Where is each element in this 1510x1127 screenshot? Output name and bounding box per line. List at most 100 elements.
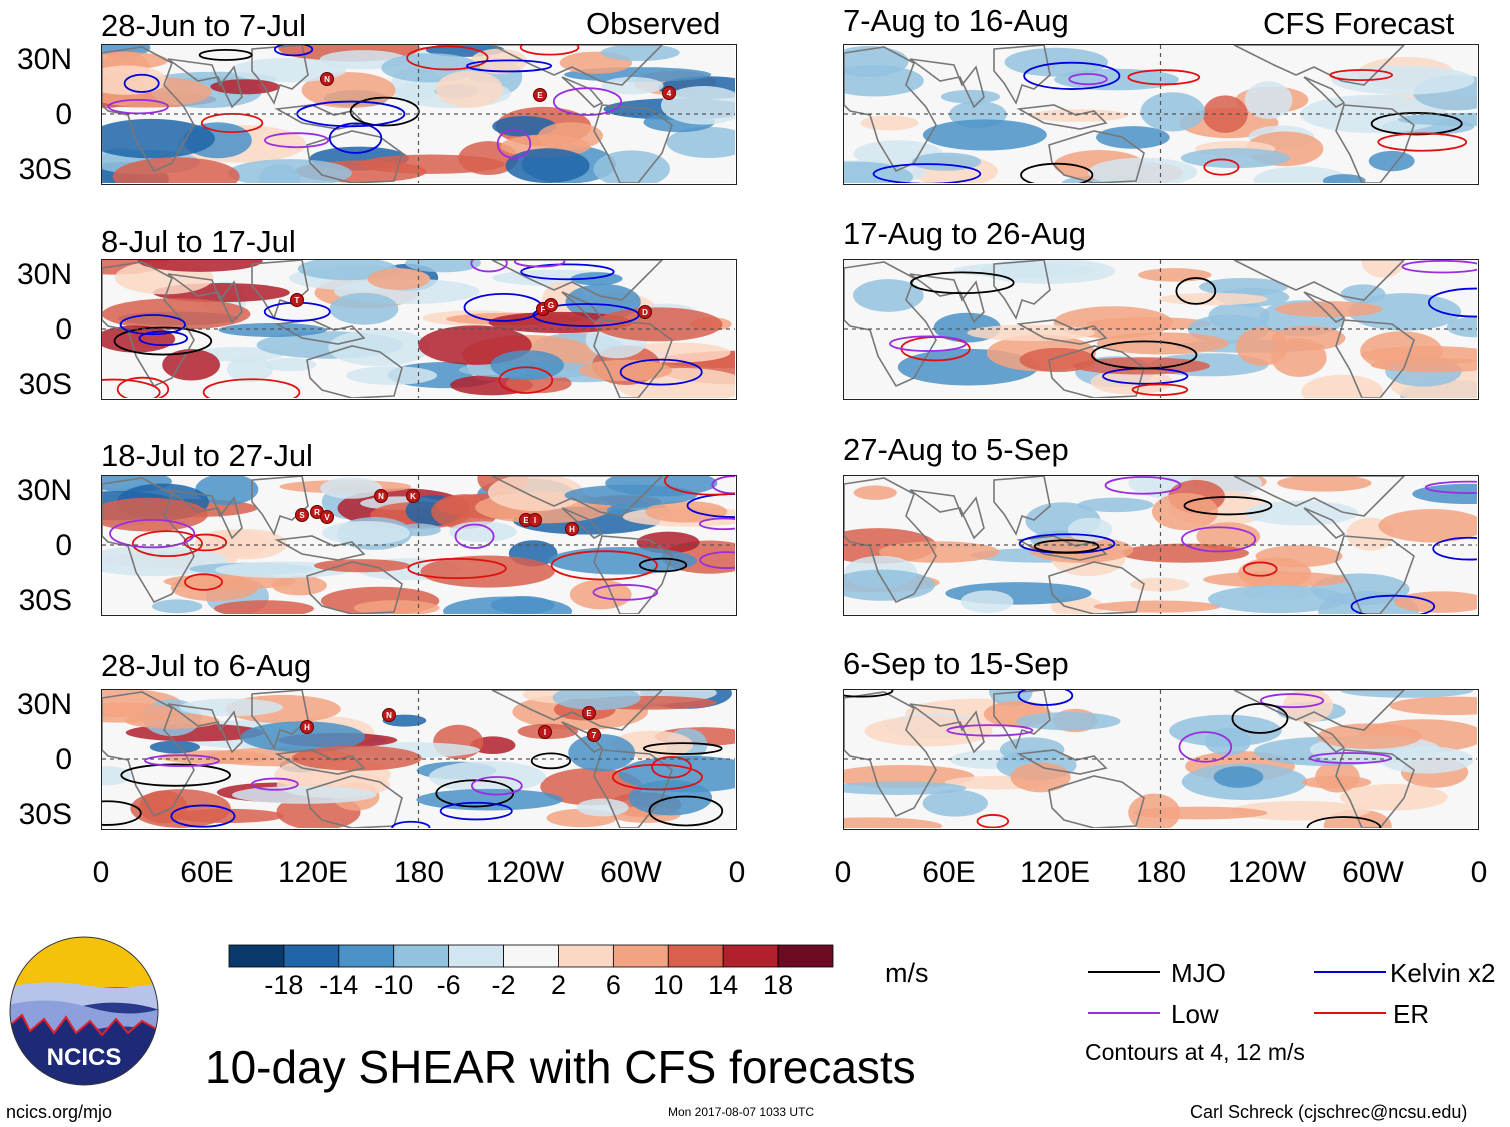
logo-text: NCICS: [47, 1044, 122, 1071]
storm-marker-label: H: [569, 525, 575, 534]
shear-anomaly-blob: [162, 349, 221, 381]
xtick-label: 0: [1470, 856, 1488, 889]
storm-marker-label: 7: [592, 731, 597, 740]
ytick-label: 30S: [18, 584, 72, 617]
panel-title-obs-3: 18-Jul to 27-Jul: [101, 438, 313, 473]
storm-marker: [320, 510, 334, 524]
wave-contour: [1178, 731, 1233, 763]
xtick-label: 120W: [485, 856, 565, 889]
ytick-label: 30S: [18, 368, 72, 401]
shear-anomaly-blob: [967, 324, 1095, 341]
coastline: [306, 561, 403, 614]
shear-anomaly-blob: [844, 161, 914, 183]
shear-anomaly-blob: [416, 788, 564, 811]
wave-contour: [202, 378, 301, 398]
shear-anomaly-blob: [922, 119, 1047, 151]
wave-contour: [1329, 69, 1394, 81]
coastline: [993, 45, 1051, 105]
wave-contour: [138, 330, 189, 347]
shear-anomaly-blob: [564, 484, 698, 506]
wave-contour: [264, 132, 330, 149]
colorbar: [228, 944, 834, 968]
shear-anomaly-blob: [1120, 543, 1249, 563]
map-forecast-4: [843, 689, 1479, 830]
storm-marker: [544, 298, 558, 312]
shear-anomaly-blob: [112, 157, 240, 183]
shear-anomaly-blob: [448, 521, 517, 543]
wave-contour: [1306, 816, 1382, 828]
colorbar-label: -18: [264, 970, 304, 1000]
colorbar-label: 10: [653, 970, 684, 1000]
wave-contour: [638, 557, 688, 573]
shear-anomaly-blob: [953, 262, 1095, 278]
wave-contour: [328, 122, 383, 154]
coastline: [251, 476, 309, 536]
wave-contour: [109, 518, 196, 549]
shear-anomaly-blob: [576, 798, 629, 817]
coastline: [306, 345, 403, 398]
wave-contour: [466, 59, 553, 73]
xtick-label: 60E: [180, 856, 234, 889]
coastline: [909, 489, 985, 540]
xtick-label: 120E: [1019, 856, 1091, 889]
wave-contour: [435, 779, 515, 808]
coastline: [274, 535, 366, 561]
wave-contour: [844, 690, 894, 698]
shear-anomaly-blob: [231, 785, 377, 804]
wave-contour: [592, 584, 659, 601]
xtick-label: 180: [393, 856, 445, 889]
colorbar-label: 2: [550, 970, 566, 1000]
shear-anomaly-blob: [1389, 696, 1477, 716]
shear-anomaly-blob: [487, 476, 584, 511]
shear-anomaly-blob: [1446, 316, 1477, 338]
colorbar-swatch: [503, 944, 559, 968]
coastline: [1233, 260, 1406, 301]
storm-marker: [662, 86, 676, 100]
wave-contour: [107, 98, 169, 115]
panel-title-obs-1: 28-Jun to 7-Jul: [101, 8, 307, 43]
shear-anomaly-blob: [367, 268, 430, 290]
shear-anomaly-blob: [1235, 327, 1289, 366]
colorbar-label: 18: [763, 970, 794, 1000]
footer-url[interactable]: ncics.org/mjo: [6, 1102, 113, 1122]
coastline: [909, 703, 985, 754]
storm-marker: [638, 305, 652, 319]
shear-anomaly-blob: [1204, 727, 1252, 756]
wave-contour: [1131, 383, 1189, 396]
shear-anomaly-blob: [1361, 260, 1405, 278]
wave-contour: [552, 87, 623, 116]
shear-anomaly-blob: [291, 745, 422, 771]
storm-marker: [533, 88, 547, 102]
shear-anomaly-blob: [405, 260, 481, 273]
storm-marker: [374, 489, 388, 503]
storm-marker: [290, 293, 304, 307]
wave-contour: [619, 358, 703, 386]
wave-contour: [946, 724, 1034, 737]
shear-anomaly-blob: [540, 768, 643, 806]
ytick-label: 30N: [16, 43, 72, 76]
colorbar-swatch: [283, 944, 340, 968]
wave-contour: [406, 45, 489, 71]
shear-anomaly-blob: [231, 57, 347, 83]
coastline: [167, 58, 243, 109]
legend: [1088, 971, 1386, 1014]
wave-contour: [1020, 162, 1094, 183]
wave-contour: [102, 800, 142, 826]
wave-contour: [1424, 480, 1477, 494]
storm-marker: [406, 489, 420, 503]
panel-title-fc-4: 6-Sep to 15-Sep: [843, 646, 1069, 681]
wave-contour: [1104, 476, 1182, 495]
shear-anomaly-blob: [660, 85, 735, 125]
colorbar-swatch: [777, 944, 834, 968]
map-forecast-1: [843, 44, 1479, 185]
storm-marker: [538, 725, 552, 739]
shear-anomaly-blob: [1339, 784, 1448, 811]
shear-anomaly-blob: [1275, 301, 1383, 318]
colorbar-label: -2: [491, 970, 516, 1000]
wave-contour: [1432, 536, 1477, 561]
coastline: [1233, 476, 1406, 517]
shear-anomaly-blob: [1213, 766, 1264, 788]
shear-anomaly-blob: [329, 292, 399, 325]
colorbar-swatch: [667, 944, 724, 968]
ncics-logo: NCICS: [9, 936, 159, 1086]
